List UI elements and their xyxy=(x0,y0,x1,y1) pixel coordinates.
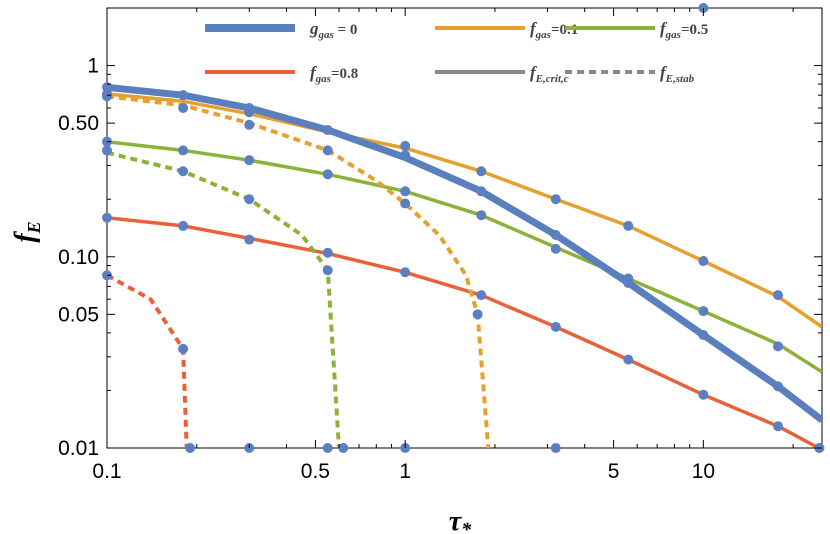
series-line-3 xyxy=(107,94,491,448)
data-point xyxy=(244,234,255,245)
data-point xyxy=(102,82,112,93)
data-point xyxy=(322,265,333,276)
data-point xyxy=(178,102,189,113)
data-point xyxy=(476,186,487,197)
data-point xyxy=(102,91,112,102)
y-tick-label: 0.50 xyxy=(58,112,99,135)
data-point xyxy=(698,329,709,340)
data-point xyxy=(698,389,709,400)
series-line-2 xyxy=(107,215,822,448)
data-point xyxy=(472,309,483,320)
data-point xyxy=(623,220,634,231)
marker-layer xyxy=(102,3,825,453)
data-point xyxy=(400,150,411,161)
legend-entry-4: fE,crit,c xyxy=(435,63,569,85)
legend-label: fE,stab xyxy=(660,63,695,85)
data-point xyxy=(178,220,189,231)
data-point xyxy=(550,321,561,332)
data-point xyxy=(322,145,333,156)
data-point xyxy=(476,210,487,221)
legend-entry-1: fgas=0.1 xyxy=(435,19,578,41)
data-point xyxy=(773,341,784,352)
data-point xyxy=(244,194,255,205)
y-tick-label: 0.01 xyxy=(58,437,99,460)
data-point xyxy=(102,212,112,223)
data-point xyxy=(623,354,634,365)
legend-entry-5: fE,stab xyxy=(565,63,695,85)
legend: ggas = 0 fgas=0.1 fgas=0.5 fgas=0.8 fE,crit,… xyxy=(205,19,708,85)
x-axis-title: τ* xyxy=(449,506,472,534)
y-axis-title: fE xyxy=(10,221,44,242)
series-layer xyxy=(107,83,822,448)
data-point xyxy=(102,145,112,156)
series-line-6 xyxy=(107,83,822,423)
data-point xyxy=(400,198,411,209)
x-tick-label: 5 xyxy=(608,460,620,483)
data-point xyxy=(550,243,561,254)
legend-label: fE,crit,c xyxy=(530,63,569,85)
data-point xyxy=(322,125,333,136)
data-point xyxy=(244,155,255,166)
data-point xyxy=(623,277,634,288)
x-tick-label: 10 xyxy=(692,460,715,483)
data-point xyxy=(322,247,333,258)
data-point xyxy=(338,443,349,453)
legend-label: fgas=0.5 xyxy=(660,19,708,41)
y-tick-label: 0.10 xyxy=(58,246,99,269)
series-line-5 xyxy=(107,273,189,448)
data-point xyxy=(476,166,487,177)
data-point xyxy=(773,381,784,392)
legend-label: fgas=0.8 xyxy=(310,63,358,85)
data-point xyxy=(178,166,189,177)
series-line-4 xyxy=(107,150,341,448)
y-tick-label: 1 xyxy=(87,55,99,78)
data-point xyxy=(178,145,189,156)
data-point xyxy=(322,443,333,453)
data-point xyxy=(550,443,561,453)
data-point xyxy=(476,290,487,301)
plot-frame xyxy=(106,7,823,449)
data-point xyxy=(322,169,333,180)
legend-entry-0: ggas = 0 xyxy=(205,19,357,41)
data-point xyxy=(400,140,411,151)
data-point xyxy=(773,421,784,432)
data-point xyxy=(244,119,255,130)
legend-entry-2: fgas=0.5 xyxy=(565,19,708,41)
x-tick-label: 1 xyxy=(399,460,411,483)
data-point xyxy=(698,256,709,267)
x-tick-label: 0.1 xyxy=(92,460,121,483)
data-point xyxy=(400,186,411,197)
data-point xyxy=(773,290,784,301)
legend-entry-3: fgas=0.8 xyxy=(205,63,358,85)
y-tick-label: 0.05 xyxy=(58,303,99,326)
data-point xyxy=(698,306,709,317)
tick-layer: 0.1 0.5 1 5 10 0.01 0.05 0.10 0.50 1 xyxy=(58,7,822,483)
data-point xyxy=(185,443,196,453)
x-tick-label: 0.5 xyxy=(301,460,330,483)
data-point xyxy=(178,90,189,101)
data-point xyxy=(400,267,411,278)
series-line-1 xyxy=(107,139,822,374)
legend-label: ggas = 0 xyxy=(309,19,357,41)
data-point xyxy=(244,102,255,113)
data-point xyxy=(550,229,561,240)
data-point xyxy=(178,343,189,354)
data-point xyxy=(550,194,561,205)
